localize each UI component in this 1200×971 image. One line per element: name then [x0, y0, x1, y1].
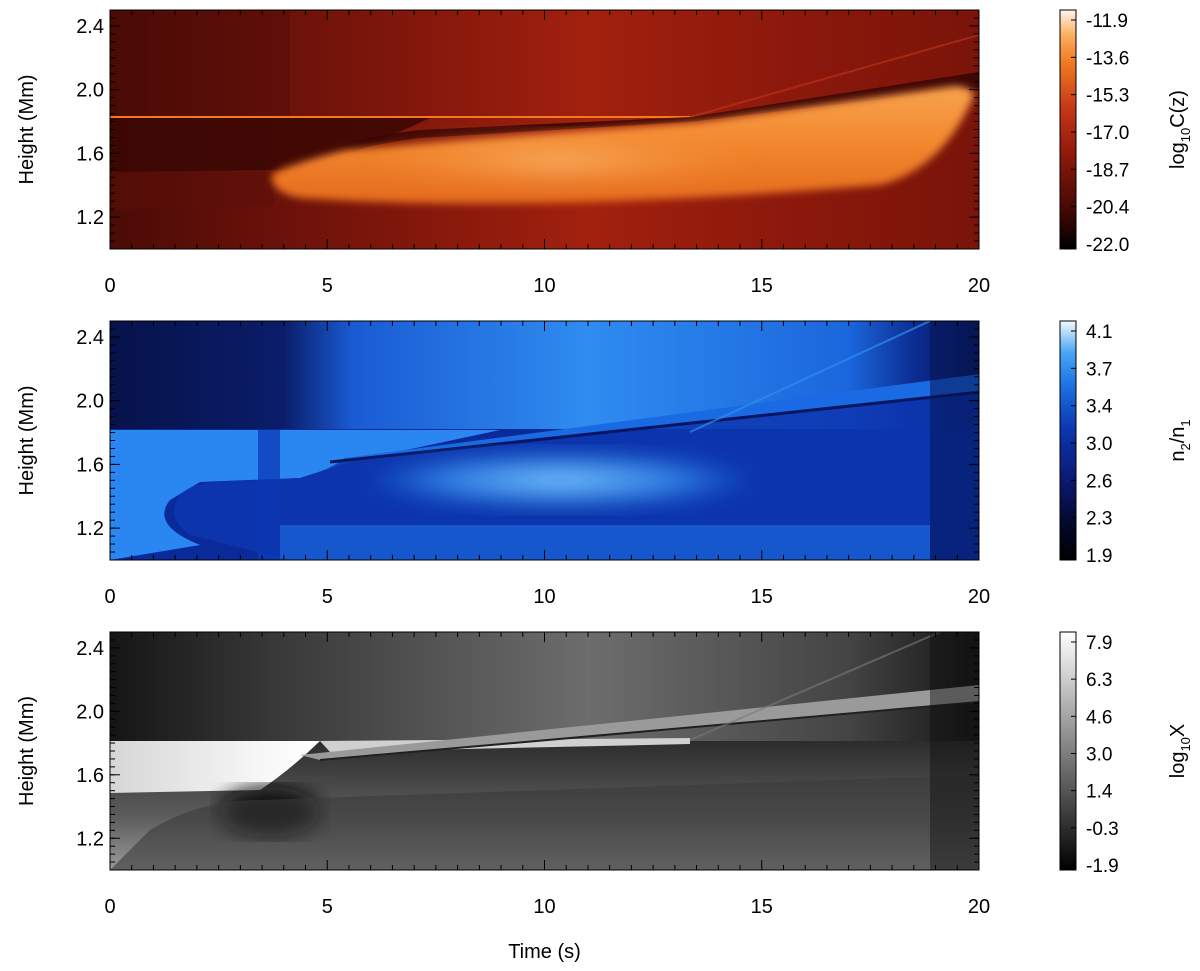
colorbar-tick-label: 3.0 — [1086, 745, 1112, 766]
colorbar-tick-label: 1.9 — [1086, 546, 1112, 567]
x-tick-label: 15 — [751, 896, 773, 918]
y-tick-label: 2.0 — [76, 701, 104, 723]
colorbar-tick-label: -0.3 — [1086, 819, 1119, 840]
x-tick-label: 0 — [104, 896, 115, 918]
colorbar-tick-label: 7.9 — [1086, 633, 1112, 654]
colorbar-label-text: X — [1167, 724, 1189, 737]
colorbar-label-subscript: 10 — [1178, 128, 1193, 142]
colorbar-label-text: C(z) — [1167, 90, 1189, 128]
x-tick-label: 0 — [104, 586, 115, 608]
y-tick-label: 2.4 — [76, 16, 104, 38]
colorbar-label-text: log — [1167, 142, 1189, 169]
colorbar-tick-label: 3.4 — [1086, 397, 1113, 418]
panel-3-heatmap — [110, 632, 979, 870]
x-tick-label: 5 — [322, 586, 333, 608]
panel-1-heatmap — [110, 10, 979, 249]
x-tick-label: 20 — [968, 586, 990, 608]
y-tick-label: 1.2 — [76, 518, 104, 540]
panel-1-axes: 0 5 10 15 20 1.2 1.6 2.0 2.4 Height (Mm) -11.9 -13.… — [16, 9, 1193, 297]
panel-2-axes: 0 5 10 15 20 1.2 1.6 2.0 2.4 Height (Mm) 4.1 3.7 3.4… — [16, 320, 1193, 608]
x-axis-label: Time (s) — [508, 941, 581, 963]
colorbar-tick-label: -18.7 — [1086, 160, 1129, 181]
x-tick-label: 10 — [533, 896, 555, 918]
x-tick-label: 0 — [104, 275, 115, 297]
x-tick-label: 20 — [968, 896, 990, 918]
x-tick-label: 5 — [322, 275, 333, 297]
colorbar-tick-label: -1.9 — [1086, 856, 1119, 877]
colorbar-tick-label: -17.0 — [1086, 123, 1129, 144]
colorbar-tick-label: 3.0 — [1086, 434, 1112, 455]
x-tick-label: 15 — [751, 275, 773, 297]
colorbar-tick-label: 2.3 — [1086, 509, 1112, 530]
colorbar-tick-label: -20.4 — [1086, 198, 1130, 219]
y-tick-label: 1.2 — [76, 828, 104, 850]
colorbar-2-gradient — [1059, 320, 1077, 561]
x-tick-label: 10 — [533, 586, 555, 608]
colorbar-tick-label: -13.6 — [1086, 48, 1129, 69]
y-tick-label: 2.4 — [76, 638, 104, 660]
colorbar-label: n2/n1 — [1167, 419, 1193, 461]
y-tick-label: 1.6 — [76, 765, 104, 787]
colorbar-tick-label: 6.3 — [1086, 670, 1112, 691]
colorbar-tick-label: 3.7 — [1086, 359, 1112, 380]
y-axis-label: Height (Mm) — [16, 385, 38, 495]
colorbar-1-gradient — [1059, 9, 1077, 250]
colorbar-label-text: log — [1167, 752, 1189, 779]
colorbar-tick-label: -11.9 — [1086, 11, 1128, 32]
x-tick-label: 10 — [533, 275, 555, 297]
x-tick-label: 20 — [968, 275, 990, 297]
y-tick-label: 1.2 — [76, 207, 104, 229]
x-tick-label: 5 — [322, 896, 333, 918]
y-tick-label: 1.6 — [76, 143, 104, 165]
colorbar-label-text: n — [1167, 451, 1189, 462]
colorbar-3-gradient — [1059, 631, 1077, 871]
colorbar-tick-label: -15.3 — [1086, 86, 1129, 107]
colorbar-tick-label: -22.0 — [1086, 235, 1129, 256]
y-tick-label: 1.6 — [76, 454, 104, 476]
y-tick-label: 2.0 — [76, 80, 104, 102]
colorbar-tick-label: 2.6 — [1086, 471, 1112, 492]
colorbar-tick-label: 4.6 — [1086, 707, 1112, 728]
colorbar-label: log10C(z) — [1167, 90, 1193, 169]
colorbar-label-subscript: 2 — [1178, 443, 1193, 450]
colorbar-label-text: /n — [1167, 427, 1189, 444]
panel-2-heatmap — [110, 321, 979, 560]
colorbar-label-subscript: 10 — [1178, 737, 1193, 751]
y-tick-label: 2.0 — [76, 391, 104, 413]
colorbar-tick-label: 1.4 — [1086, 782, 1113, 803]
colorbar-label: log10X — [1167, 724, 1193, 779]
y-axis-label: Height (Mm) — [16, 696, 38, 806]
colorbar-label-subscript: 1 — [1178, 419, 1193, 426]
colorbar-tick-label: 4.1 — [1086, 322, 1112, 343]
y-tick-label: 2.4 — [76, 327, 104, 349]
panel-3-axes: 0 5 10 15 20 1.2 1.6 2.0 2.4 Height (Mm) Time (s) 7… — [16, 631, 1193, 963]
x-tick-label: 15 — [751, 586, 773, 608]
y-axis-label: Height (Mm) — [16, 74, 38, 184]
